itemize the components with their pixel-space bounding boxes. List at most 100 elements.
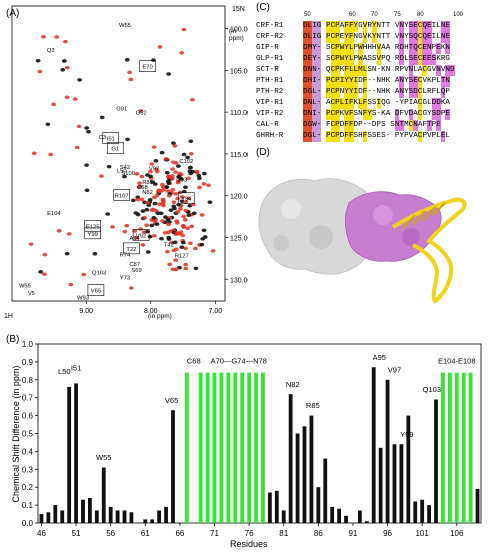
protein-structure-image	[258, 178, 467, 304]
x-tick-label: 71	[210, 529, 219, 538]
nmr-peak	[147, 234, 153, 239]
panel-d-structure: (D)	[253, 145, 492, 320]
nmr-peak	[148, 169, 153, 174]
peak-box	[106, 142, 124, 154]
nmr-peak	[106, 164, 112, 169]
nmr-peak	[142, 215, 148, 220]
surface-lobe	[281, 199, 301, 219]
nmr-peak	[77, 78, 83, 82]
nmr-peak	[127, 70, 133, 75]
bar	[281, 510, 286, 523]
nmr-peak	[183, 266, 189, 271]
nmr-peak	[74, 145, 80, 150]
x-ticks: 46 51 56 61 66 71 76 81 86 91 96 101 106	[37, 523, 464, 538]
alignment-row: CAL-R DGW- FCPDFFDP--DPS SNTMCNAFTPE	[253, 120, 492, 131]
nmr-peak	[86, 129, 91, 134]
nmr-peak	[149, 162, 155, 166]
nmr-peak	[187, 203, 193, 208]
bar-label: E104-E108	[438, 356, 476, 365]
panel-a-hsqc: (A) W55 Q3 E70 G91 G52 C3 G1 I51 C102 S42 V97 S100 L…	[0, 0, 252, 330]
surface-lobe	[373, 205, 393, 225]
nmr-peak	[149, 223, 155, 228]
bar	[309, 415, 314, 523]
nmr-peak	[137, 181, 142, 186]
nmr-peak	[41, 272, 47, 276]
hsqc-y-tick-label: 110.00	[230, 110, 248, 117]
nmr-peak	[165, 217, 171, 222]
nmr-peak	[122, 174, 127, 179]
nmr-peak	[172, 144, 178, 148]
ruler-tick: 75	[394, 12, 401, 18]
peak-box	[87, 284, 105, 296]
alignment-row: GHRH-R DGL- PCPDFFSHFSSES- PYPVACPVPLEL	[253, 131, 492, 142]
nmr-peak	[166, 222, 171, 227]
nmr-peak	[186, 196, 192, 201]
bar	[468, 372, 473, 523]
peak-label: R107	[115, 193, 129, 199]
peak-label: E104	[47, 211, 61, 217]
nmr-peak	[170, 167, 176, 171]
nmr-peak	[186, 176, 191, 181]
bar	[122, 510, 127, 523]
nmr-peak	[139, 174, 145, 179]
peak-label: E125	[86, 224, 100, 230]
nmr-peak	[183, 246, 188, 251]
nmr-peak	[188, 151, 194, 156]
peak-box	[177, 192, 195, 205]
bar	[101, 467, 106, 523]
peak-label: W93	[77, 295, 89, 301]
receptor-name: GLP-R1	[256, 55, 284, 63]
ruler-tick: 60	[349, 12, 356, 18]
panel-c-label: (C)	[256, 2, 270, 13]
y-tick-label: 0.5	[22, 430, 34, 439]
nmr-peak	[45, 122, 51, 127]
ruler-tick: 100	[453, 12, 464, 18]
bar	[427, 505, 431, 523]
alignment-row: CRF-R2 DLIG PCPEYFNGVKYNTT VNYSQCQEILNE	[253, 32, 492, 43]
nmr-peak	[202, 235, 208, 239]
nmr-peak	[173, 267, 179, 272]
nmr-peak	[206, 183, 211, 188]
nmr-peak	[179, 199, 185, 204]
bar	[261, 372, 265, 523]
hsqc-x-tick-label: 9.00	[79, 308, 93, 315]
bar-label: N82	[286, 380, 300, 389]
peak-label: V5	[28, 291, 35, 297]
nmr-peak	[173, 192, 179, 196]
nmr-peak	[124, 223, 130, 228]
surface-lobe	[273, 235, 289, 251]
nmr-peak	[157, 45, 163, 49]
nmr-peak	[68, 282, 74, 287]
hsqc-y-tick-label: 105.00	[230, 68, 248, 75]
bar	[233, 372, 238, 523]
peak-label: C68	[137, 185, 148, 191]
receptor-sequence: DLIG PCPAFFYGVRYNTT VNYSECQEILNE	[303, 21, 450, 32]
nmr-peak	[177, 265, 182, 270]
alignment-row: PTH-R2 DGL- PCPNYYIDF--NHK ANYSDCLRFLQP	[253, 87, 492, 98]
nmr-peak	[201, 228, 207, 233]
nmr-peak	[187, 166, 193, 170]
bar	[267, 492, 272, 523]
receptor-name: PTH-R2	[256, 88, 284, 96]
peak-label: Y99	[88, 232, 98, 238]
bar-label: V65	[165, 396, 178, 405]
bar	[240, 372, 245, 523]
nmr-peak	[136, 185, 142, 189]
nmr-peak	[130, 198, 136, 203]
nmr-peak	[174, 230, 180, 235]
bar	[434, 399, 438, 523]
nmr-peak	[164, 170, 170, 175]
nmr-peak	[173, 247, 179, 252]
bar	[302, 426, 307, 523]
bar	[115, 510, 120, 523]
hsqc-y-tick-label: 100.00	[230, 27, 248, 34]
alignment-row: CRF-R1 DLIG PCPAFFYGVRYNTT VNYSECQEILNE	[253, 21, 492, 32]
nmr-peak	[151, 216, 157, 220]
nmr-peak	[201, 171, 207, 176]
nmr-peak	[175, 196, 180, 201]
bar-label: V97	[388, 365, 401, 374]
receptor-name: PTH-R1	[256, 77, 284, 85]
alignment-row: GIP-R DMY- SCPWYLPWHHHVAA RDHTQCENPEKN	[253, 43, 492, 54]
peak-label: Q103	[92, 270, 106, 276]
nmr-peak	[151, 145, 157, 149]
